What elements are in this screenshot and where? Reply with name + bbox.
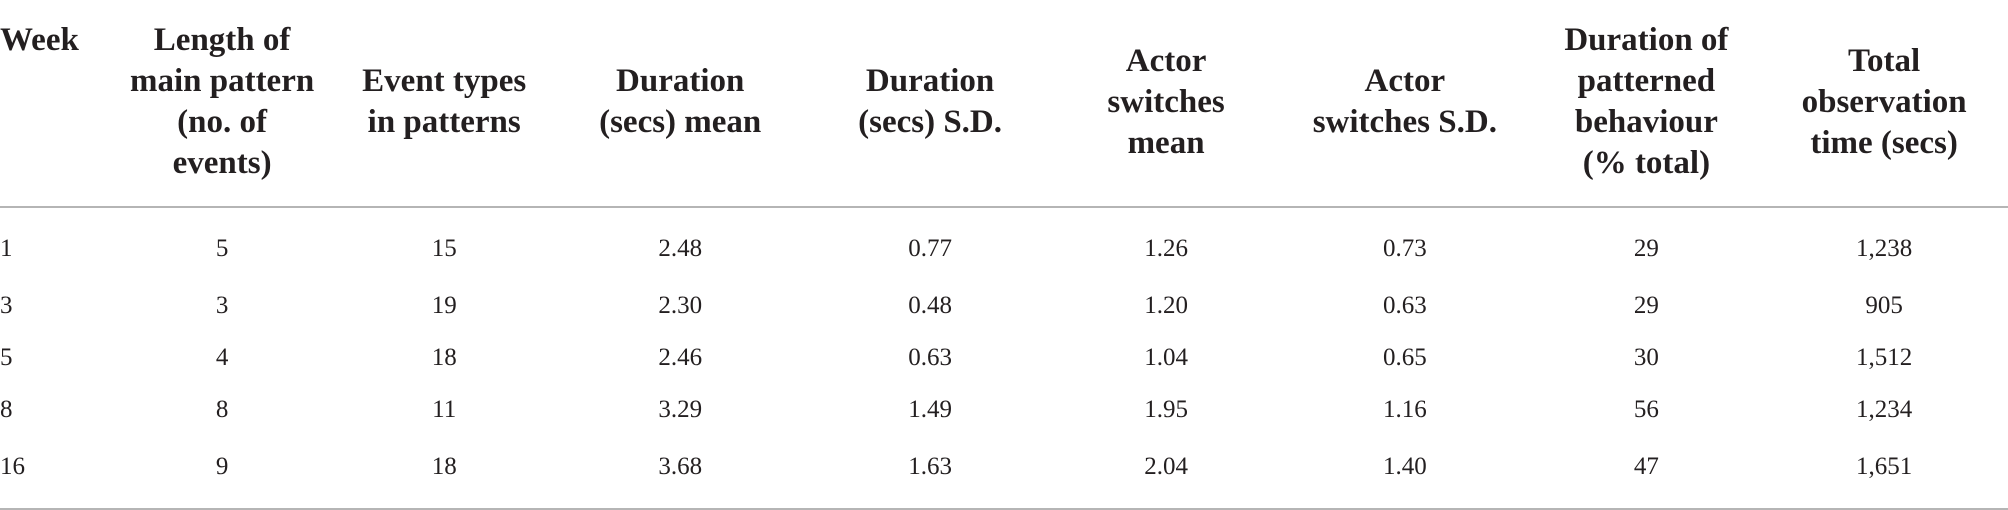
header-line: behaviour	[1574, 104, 1718, 140]
header-line: Total	[1848, 42, 1921, 79]
header-line: switches S.D.	[1312, 104, 1497, 140]
cell-week: 16	[0, 436, 112, 510]
header-line: Duration	[616, 63, 745, 99]
cell-actor-sd: 0.73	[1382, 235, 1427, 262]
cell-event-types: 11	[432, 396, 457, 423]
header-line: events)	[172, 145, 272, 181]
cell-patterned-pct: 56	[1633, 396, 1659, 423]
table-header: Week Length of main pattern (no. of even…	[0, 0, 2008, 208]
table-row: 5 4 18 2.46 0.63 1.04 0.65 30 1,512	[0, 332, 2008, 384]
cell-duration-sd: 0.77	[908, 235, 952, 262]
header-duration-patterned: Duration of patterned behaviour (% total…	[1532, 0, 1761, 208]
cell-duration-sd: 0.63	[908, 344, 952, 371]
cell-patterned-pct: 29	[1633, 292, 1659, 319]
header-line: mean	[1127, 124, 1205, 161]
cell-total-time: 1,234	[1855, 396, 1913, 423]
cell-total-time: 1,512	[1855, 344, 1913, 371]
cell-total-time: 905	[1865, 292, 1903, 319]
header-line: (secs) mean	[599, 104, 762, 140]
header-line: switches	[1107, 83, 1225, 120]
cell-week: 3	[0, 292, 13, 319]
cell-length: 5	[215, 235, 229, 262]
cell-duration-sd: 1.49	[908, 396, 952, 423]
cell-actor-sd: 1.16	[1382, 396, 1427, 423]
header-duration-mean: Duration (secs) mean	[555, 0, 806, 208]
header-line: Duration	[865, 63, 995, 99]
cell-total-time: 1,238	[1855, 235, 1913, 262]
cell-event-types: 15	[431, 235, 457, 262]
cell-duration-sd: 1.63	[805, 436, 1056, 510]
cell-duration-mean: 2.48	[658, 235, 703, 262]
cell-event-types: 19	[431, 292, 457, 319]
cell-length: 3	[215, 292, 229, 319]
cell-actor-mean: 1.04	[1144, 344, 1188, 371]
cell-duration-sd: 0.48	[908, 292, 952, 319]
header-line: (secs) S.D.	[858, 104, 1003, 140]
cell-event-types: 18	[333, 436, 556, 510]
header-week-line-1: Week	[0, 22, 79, 58]
header-total-observation-time: Total observation time (secs)	[1760, 0, 2008, 208]
header-line: Actor	[1125, 42, 1207, 79]
cell-week: 5	[0, 344, 13, 371]
header-line: patterned	[1577, 63, 1716, 99]
cell-patterned-pct: 30	[1633, 344, 1659, 371]
cell-patterned-pct: 47	[1532, 436, 1761, 510]
cell-duration-mean: 2.46	[658, 344, 703, 371]
cell-actor-sd: 1.40	[1277, 436, 1533, 510]
header-duration-sd: Duration (secs) S.D.	[805, 0, 1056, 208]
table-row: 16 9 18 3.68 1.63 2.04 1.40 47 1,651	[0, 436, 2008, 510]
header-line: Duration of	[1564, 22, 1729, 58]
header-length-main-pattern: Length of main pattern (no. of events)	[111, 0, 334, 208]
header-event-types: Event types in patterns	[333, 0, 556, 208]
cell-duration-mean: 3.29	[658, 396, 703, 423]
cell-duration-mean: 3.68	[555, 436, 806, 510]
table-row: 1 5 15 2.48 0.77 1.26 0.73 29 1,238	[0, 207, 2008, 280]
cell-length: 4	[215, 344, 229, 371]
header-week: Week	[0, 0, 112, 208]
cell-length: 9	[111, 436, 334, 510]
cell-length: 8	[215, 396, 229, 423]
cell-actor-mean: 2.04	[1055, 436, 1278, 510]
header-line: in patterns	[367, 104, 521, 140]
table-row: 3 3 19 2.30 0.48 1.20 0.63 29 905	[0, 280, 2008, 332]
cell-actor-sd: 0.63	[1382, 292, 1427, 319]
header-row: Week Length of main pattern (no. of even…	[0, 0, 2008, 208]
cell-actor-mean: 1.95	[1144, 396, 1188, 423]
table-body: 1 5 15 2.48 0.77 1.26 0.73 29 1,238 3 3 …	[0, 207, 2008, 510]
cell-actor-mean: 1.26	[1144, 235, 1188, 262]
header-line: (% total)	[1582, 145, 1711, 181]
header-actor-switches-sd: Actor switches S.D.	[1277, 0, 1533, 208]
header-line: time (secs)	[1810, 124, 1958, 161]
cell-patterned-pct: 29	[1633, 235, 1659, 262]
header-actor-switches-mean: Actor switches mean	[1055, 0, 1278, 208]
header-line: Length of	[153, 22, 291, 58]
cell-week: 8	[0, 396, 13, 423]
header-line: (no. of	[177, 104, 268, 140]
header-line: main pattern	[129, 63, 315, 99]
cell-total-time: 1,651	[1760, 436, 2008, 510]
cell-duration-mean: 2.30	[658, 292, 703, 319]
cell-event-types: 18	[431, 344, 457, 371]
header-line: observation	[1801, 83, 1967, 120]
table-row: 8 8 11 3.29 1.49 1.95 1.16 56 1,234	[0, 384, 2008, 436]
header-line: Event types	[362, 63, 527, 99]
cell-week: 1	[0, 235, 13, 262]
cell-actor-sd: 0.65	[1382, 344, 1427, 371]
cell-actor-mean: 1.20	[1144, 292, 1188, 319]
header-line: Actor	[1364, 63, 1446, 99]
